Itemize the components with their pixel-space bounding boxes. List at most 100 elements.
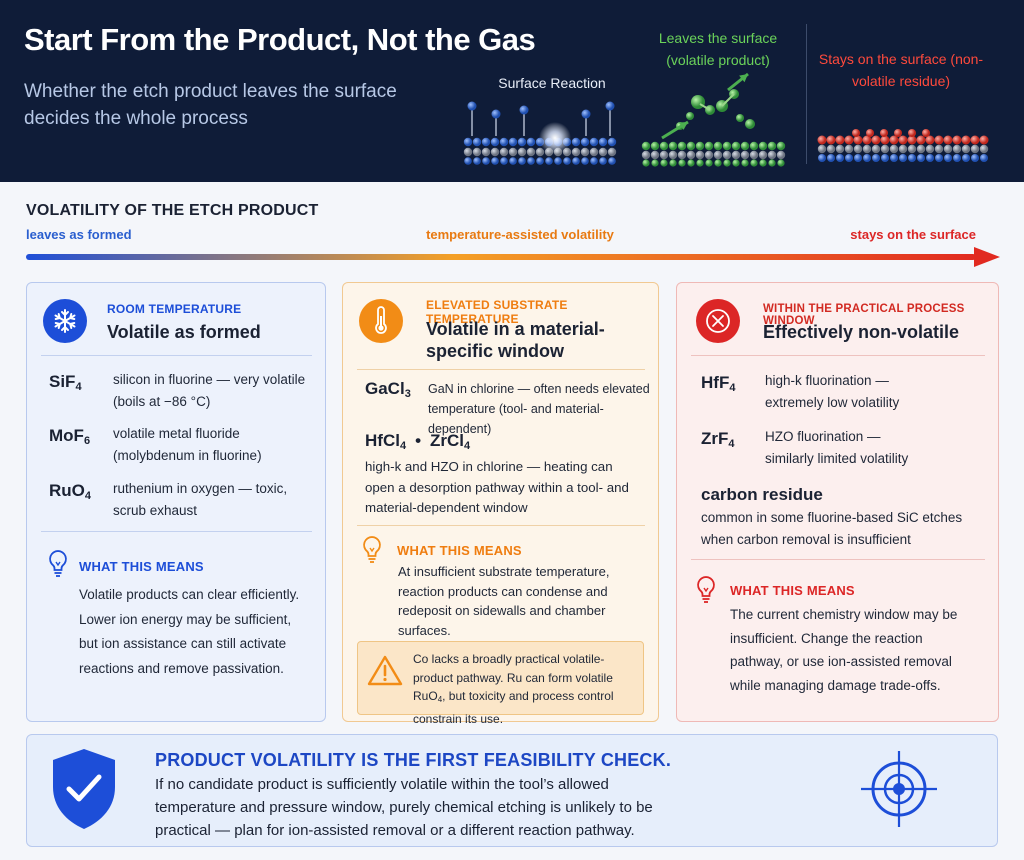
atom xyxy=(668,150,678,160)
atom xyxy=(836,154,844,162)
product-molecule xyxy=(745,119,755,129)
shield-check-icon xyxy=(53,749,115,829)
atom xyxy=(677,150,687,160)
atom xyxy=(499,137,509,147)
atom xyxy=(517,137,527,147)
atom xyxy=(686,141,696,151)
atom xyxy=(844,144,854,154)
atom xyxy=(925,144,935,154)
residue-atom xyxy=(862,135,872,145)
scale-label-middle: temperature-assisted volatility xyxy=(426,227,614,242)
product-description: common in some fluorine-based SiC etches… xyxy=(701,510,963,547)
card-title: Volatile as formed xyxy=(107,322,261,342)
atom xyxy=(817,144,827,154)
non-volatile-caption: Stays on the surface (non-volatile resid… xyxy=(818,51,984,89)
atom xyxy=(776,150,786,160)
atom xyxy=(777,159,785,167)
atom xyxy=(704,150,714,160)
atom xyxy=(651,159,659,167)
atom xyxy=(917,154,925,162)
header-banner: Start From the Product, Not the Gas Whet… xyxy=(0,0,1024,182)
atom xyxy=(650,150,660,160)
residue-atom xyxy=(934,135,944,145)
volatile-product-caption: Leaves the surface (volatile product) xyxy=(658,30,778,68)
atom xyxy=(581,157,589,165)
card-divider xyxy=(41,531,312,532)
atom xyxy=(740,141,750,151)
product-molecule xyxy=(736,114,744,122)
atom xyxy=(732,159,740,167)
atom xyxy=(687,159,695,167)
atom xyxy=(961,144,971,154)
atom xyxy=(818,154,826,162)
residue-atom xyxy=(916,135,926,145)
atom xyxy=(660,159,668,167)
no-symbol-icon xyxy=(696,299,740,343)
atom xyxy=(971,154,979,162)
atom xyxy=(554,157,562,165)
card-kicker: ROOM TEMPERATURE xyxy=(107,302,242,316)
atom xyxy=(767,141,777,151)
atom xyxy=(749,150,759,160)
residue-atom xyxy=(970,135,980,145)
atom xyxy=(641,141,651,151)
atom xyxy=(668,141,678,151)
atom xyxy=(854,154,862,162)
adsorbate-atom xyxy=(467,101,477,111)
atom xyxy=(907,144,917,154)
atom xyxy=(953,154,961,162)
atom xyxy=(463,137,473,147)
atom xyxy=(599,157,607,165)
product-formula-ruo4: RuO4 xyxy=(49,481,92,502)
warning-icon xyxy=(367,655,403,686)
card-divider xyxy=(691,559,985,560)
residue-atom xyxy=(961,135,971,145)
residue-atom xyxy=(908,129,916,137)
atom xyxy=(641,150,651,160)
atom xyxy=(740,150,750,160)
atom xyxy=(580,147,590,157)
atom xyxy=(889,144,899,154)
atom xyxy=(508,137,518,147)
residue-atom xyxy=(952,135,962,145)
product-description: high-k and HZO in chlorine — heating can… xyxy=(365,459,629,515)
atom xyxy=(527,157,535,165)
atom xyxy=(472,147,482,157)
atom xyxy=(508,147,518,157)
note-text: Co lacks a broadly practical volatile-pr… xyxy=(413,652,614,726)
atom xyxy=(898,144,908,154)
atom xyxy=(500,157,508,165)
what-this-means-title: WHAT THIS MEANS xyxy=(79,559,204,574)
atom xyxy=(526,147,536,157)
atom xyxy=(750,159,758,167)
product-carbon-residue: carbon residue xyxy=(701,485,823,504)
atom xyxy=(934,144,944,154)
atom xyxy=(926,154,934,162)
surface-reaction-illustration xyxy=(463,101,617,165)
atom xyxy=(862,144,872,154)
card-non-volatile: WITHIN THE PRACTICAL PROCESS WINDOW Effe… xyxy=(676,282,999,722)
atom xyxy=(916,144,926,154)
lightbulb-icon xyxy=(49,550,67,577)
atom xyxy=(943,144,953,154)
product-molecule xyxy=(686,112,694,120)
residue-atom xyxy=(898,135,908,145)
product-formula-sif4: SiF4 xyxy=(49,372,82,393)
atom xyxy=(758,150,768,160)
atom xyxy=(768,159,776,167)
atom xyxy=(695,150,705,160)
thermometer-icon xyxy=(359,299,403,343)
banner-title: PRODUCT VOLATILITY IS THE FIRST FEASIBIL… xyxy=(155,750,672,770)
residue-atom xyxy=(871,135,881,145)
product-description: volatile metal fluoride (molybdenum in f… xyxy=(113,426,262,463)
scale-label-left: leaves as formed xyxy=(26,227,132,242)
atom xyxy=(722,141,732,151)
atom xyxy=(853,144,863,154)
atom xyxy=(713,150,723,160)
volatility-gradient-arrow xyxy=(26,247,1000,267)
atom xyxy=(908,154,916,162)
atom xyxy=(695,141,705,151)
lightbulb-icon xyxy=(697,576,715,603)
adsorbate-atom xyxy=(519,105,529,115)
residue-atom xyxy=(894,129,902,137)
